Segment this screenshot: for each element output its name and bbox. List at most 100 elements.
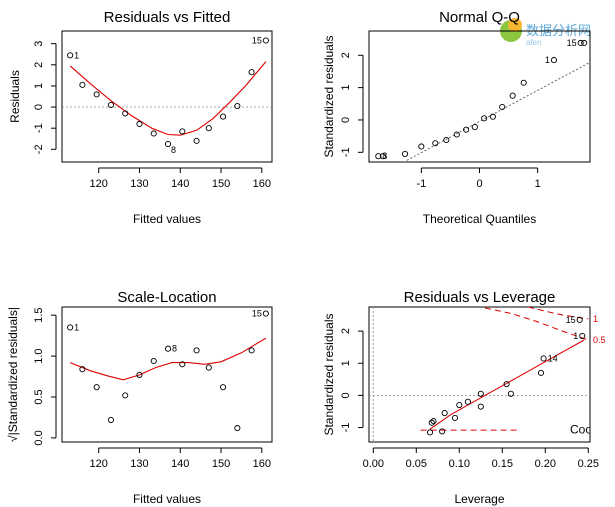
residuals-vs-leverage-panel: Residuals vs Leverage Leverage Standardize… [322, 289, 606, 506]
rvf-point-4 [107, 101, 114, 109]
rvl-cook-label-2: 0.5 [593, 335, 606, 345]
qq-point-14 [520, 79, 527, 86]
rvl-smooth-line [429, 339, 585, 430]
rvf-point-13 [234, 102, 241, 110]
rvl-y-tick-label: 0 [340, 392, 352, 398]
rvf-point-2 [79, 81, 86, 88]
rvl-point-16 [579, 332, 586, 339]
rvl-cook-label-1: 1 [593, 314, 598, 324]
rvl-point-label-3: 14 [548, 353, 558, 363]
rvf-y-tick-label: 0 [33, 104, 45, 110]
sl-frame [61, 306, 273, 443]
qq-point-17 [581, 39, 588, 47]
sl-x-tick-label: 120 [90, 458, 108, 470]
qq-frame [368, 30, 591, 163]
qq-xlabel: Theoretical Quantiles [423, 212, 536, 226]
rvl-point-4 [439, 428, 446, 435]
qq-y-tick-label: 1 [340, 85, 352, 91]
rvl-x-tick-label: 0.10 [449, 458, 470, 470]
rvf-x-tick-label: 140 [171, 178, 189, 190]
qq-point-13 [509, 92, 516, 99]
rvl-xlabel: Leverage [454, 492, 504, 506]
sl-point-14 [248, 347, 255, 354]
qq-point-8 [463, 126, 470, 133]
rvf-point-15 [262, 37, 269, 44]
rvl-point-6 [451, 414, 459, 421]
rvl-x-tick-label: 0.15 [492, 458, 513, 470]
rvl-title: Residuals vs Leverage [404, 289, 556, 306]
rvf-point-8 [164, 140, 172, 148]
rvf-frame [61, 30, 273, 163]
qq-point-11 [489, 113, 496, 120]
qq-y-tick-label: 0 [340, 117, 352, 123]
qq-x-tick-label: 1 [535, 178, 541, 190]
sl-y-tick-label: 1.5 [33, 308, 45, 323]
rvf-point-1 [67, 52, 74, 59]
rvl-cook-curve-2 [484, 307, 589, 341]
rvl-y-tick-label: 2 [340, 328, 352, 334]
qq-point-5 [432, 140, 439, 147]
qq-point-1 [375, 153, 382, 160]
rvf-y-tick-label: 3 [33, 41, 45, 47]
qq-point-15 [550, 57, 557, 64]
rvl-point-label-2: 1 [573, 331, 578, 341]
sl-xlabel: Fitted values [133, 492, 201, 506]
rvl-point-7 [456, 401, 463, 409]
qq-plot-area [406, 61, 590, 161]
rvf-point-11 [205, 125, 212, 132]
rvf-point-12 [220, 113, 227, 120]
sl-plot-area [69, 337, 267, 381]
rvf-y-tick-label: 1 [33, 83, 45, 89]
rvl-legend-text: Coo [570, 422, 592, 436]
sl-point-label-2: 8 [172, 344, 177, 354]
rvf-y-tick-label: 2 [33, 62, 45, 68]
sl-y-tick-label: 0.0 [33, 430, 45, 445]
rvl-y-tick-label: -1 [340, 423, 352, 433]
rvl-x-tick-label: 0.00 [363, 458, 384, 470]
sl-point-10 [193, 347, 200, 354]
rvf-y-tick-label: -2 [33, 144, 45, 154]
rvf-xlabel: Fitted values [133, 212, 201, 226]
sl-point-11 [205, 364, 212, 371]
rvl-frame [368, 306, 591, 443]
qq-point-6 [443, 136, 450, 144]
rvf-point-label-3: 15 [252, 36, 262, 46]
rvf-point-3 [93, 91, 100, 98]
rvf-x-tick-label: 150 [212, 178, 230, 190]
rvl-point-15 [576, 316, 583, 323]
sl-point-4 [107, 416, 114, 423]
qq-y-tick-label: -1 [340, 147, 352, 157]
rvl-point-14 [540, 355, 547, 362]
rvl-x-tick-label: 0.20 [535, 458, 556, 470]
sl-point-1 [67, 324, 74, 331]
rvf-point-6 [136, 120, 143, 128]
qq-y-tick-label: 2 [340, 52, 352, 58]
qq-x-tick-label: -1 [416, 178, 426, 190]
sl-point-3 [93, 384, 100, 391]
sl-point-8 [164, 345, 172, 352]
rvl-point-11 [503, 381, 510, 388]
rvf-y-tick-label: -1 [33, 123, 45, 133]
sl-y-tick-label: 0.5 [33, 389, 45, 404]
qq-title: Normal Q-Q [439, 9, 520, 26]
sl-x-tick-label: 160 [253, 458, 271, 470]
rvl-point-5 [441, 410, 448, 417]
qq-point-7 [453, 131, 460, 138]
sl-point-13 [234, 425, 241, 432]
watermark-logo-dot-icon [508, 18, 522, 32]
rvf-x-tick-label: 130 [130, 178, 148, 190]
rvf-x-tick-label: 120 [90, 178, 108, 190]
sl-y-tick-label: 1.0 [33, 348, 45, 363]
rvf-smooth-line [69, 61, 267, 136]
rvl-x-tick-label: 0.25 [578, 458, 599, 470]
rvf-point-10 [193, 137, 200, 144]
qq-point-12 [499, 103, 506, 111]
sl-point-7 [150, 357, 157, 365]
rvf-plot-area [62, 61, 272, 136]
qq-qq-line [406, 61, 590, 161]
qq-point-label-2: 1 [545, 55, 550, 65]
rvl-ylabel: Standardized residuals [322, 313, 336, 435]
qq-point-label-1: 8 [382, 151, 387, 161]
rvl-point-13 [537, 369, 545, 376]
qq-point-16 [577, 39, 584, 47]
